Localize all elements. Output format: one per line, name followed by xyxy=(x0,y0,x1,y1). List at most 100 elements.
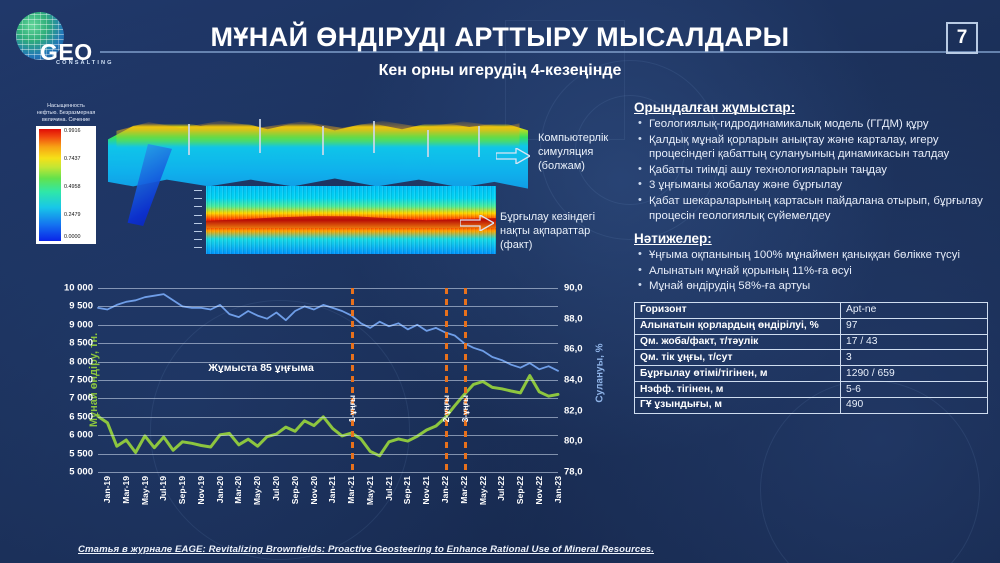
chart-gridline xyxy=(98,306,558,308)
table-row: Алынатын қорлардың өндірілуі, % 97 xyxy=(634,317,988,335)
page-number-badge: 7 xyxy=(946,22,978,54)
colorbar-body: 0.9916 0.7437 0.4958 0.2479 0.0000 xyxy=(36,126,96,245)
chart-x-tick: Sep-19 xyxy=(177,476,188,505)
chart-y-tick: 9 500 xyxy=(69,300,93,312)
chart-y-tick: 5 500 xyxy=(69,448,93,460)
chart-x-tick: Jul-20 xyxy=(270,476,281,501)
works-list-item: Қалдық мұнай қорларын анықтау және карта… xyxy=(634,132,988,162)
well-marker xyxy=(372,121,375,153)
table-row: Бұрғылау өтімі/тігінен, м 1290 / 659 xyxy=(634,365,988,383)
chart-x-tick: May-19 xyxy=(139,476,150,506)
chart-x-tick: Nov-19 xyxy=(195,476,206,505)
table-cell-value: Apt-ne xyxy=(840,301,988,319)
table-row: Qм. жоба/факт, т/тәулік 17 / 43 xyxy=(634,333,988,351)
well-marker xyxy=(427,130,430,158)
page-subtitle: Кен орны игерудің 4-кезеңінде xyxy=(378,62,622,79)
chart-annotation-label: Жұмыста 85 ұңғыма xyxy=(208,361,314,374)
colorbar-tick: 0.0000 xyxy=(64,234,81,241)
works-heading: Орындалған жұмыстар: xyxy=(634,100,796,115)
well-event-label: 2-ұңғы xyxy=(442,394,452,422)
source-footer: Статья в журнале EAGE: Revitalizing Brow… xyxy=(78,544,655,555)
chart-x-tick: Mar-21 xyxy=(346,476,357,504)
chart-x-tick: Jan-23 xyxy=(552,476,563,504)
arrow-right-icon xyxy=(495,146,532,166)
arrow-right-icon xyxy=(459,213,496,233)
chart-y2-tick: 80,0 xyxy=(564,435,583,447)
chart-y2-tick: 86,0 xyxy=(564,343,583,355)
colorbar-caption: Насыщенность нефтью. Безразмерная величи… xyxy=(36,103,96,124)
table-cell-key: Qм. жоба/факт, т/тәулік xyxy=(634,333,841,351)
colorbar-tick: 0.9916 xyxy=(64,128,81,135)
table-row: Нэфф. тігінен, м 5-6 xyxy=(634,381,988,398)
brand-tagline: CONSALTING xyxy=(56,60,114,66)
works-list: Геологиялық-гидродинамикалық модель (ГГД… xyxy=(634,116,988,223)
chart-y-tick: 7 000 xyxy=(69,392,93,404)
well-event-marker xyxy=(351,288,355,472)
chart-x-tick: Nov-22 xyxy=(533,476,544,505)
chart-gridline xyxy=(98,343,558,345)
table-row: ГҰ ұзындығы, м 490 xyxy=(634,396,988,414)
works-list-item: 3 ұңғыманы жобалау және бұрғылау xyxy=(634,177,988,193)
production-watercut-chart: Мұнай өндіру, тн. Сулануы, % Жұмыста 85 … xyxy=(36,280,616,530)
page-title: МҰНАЙ ӨНДІРУДІ АРТТЫРУ МЫСАЛДАРЫ xyxy=(210,22,790,52)
chart-x-tick: Nov-20 xyxy=(308,476,319,505)
table-cell-value: 3 xyxy=(840,349,988,367)
chart-series-oil xyxy=(96,374,560,458)
chart-gridline xyxy=(98,398,558,400)
chart-y-tick: 9 000 xyxy=(69,319,93,331)
chart-gridline xyxy=(98,361,558,363)
chart-gridline xyxy=(98,435,558,437)
table-row: Qм. тік ұңғы, т/сут 3 xyxy=(634,349,988,367)
chart-x-tick: Nov-21 xyxy=(421,476,432,505)
table-cell-key: Нэфф. тігінен, м xyxy=(634,381,841,398)
well-event-label: 1-ұңғы xyxy=(348,394,358,422)
brand-logo: GEO CONSALTING xyxy=(10,12,111,74)
chart-x-tick: Jul-21 xyxy=(383,476,394,501)
drilling-actual-image xyxy=(194,186,496,254)
chart-x-tick: Jul-19 xyxy=(158,476,169,501)
chart-gridline xyxy=(98,380,558,381)
well-event-label: 3-ұңғы xyxy=(461,394,471,422)
chart-gridline xyxy=(98,416,558,418)
chart-x-tick: Mar-19 xyxy=(120,476,131,504)
chart-y-tick: 6 000 xyxy=(69,429,93,441)
well-marker xyxy=(187,123,190,156)
well-marker xyxy=(477,125,480,158)
chart-x-tick: Sep-21 xyxy=(402,476,413,505)
table-cell-value: 1290 / 659 xyxy=(840,365,988,383)
well-marker xyxy=(259,119,262,153)
chart-y2-axis-label: Сулануы, % xyxy=(594,343,606,403)
table-cell-key: ГҰ ұзындығы, м xyxy=(634,396,841,414)
colorbar-tick: 0.7437 xyxy=(64,156,81,163)
chart-y-tick: 8 500 xyxy=(69,337,93,349)
works-list-item: Геологиялық-гидродинамикалық модель (ГГД… xyxy=(634,116,988,132)
table-cell-value: 5-6 xyxy=(840,381,988,398)
table-cell-value: 17 / 43 xyxy=(840,333,988,351)
results-list-item: Алынатын мұнай қорының 11%-ға өсуі xyxy=(634,263,988,279)
chart-y-tick: 8 000 xyxy=(69,356,93,368)
chart-y-tick: 6 500 xyxy=(69,411,93,423)
chart-x-tick: Jul-22 xyxy=(496,476,507,501)
chart-y2-tick: 82,0 xyxy=(564,405,583,417)
table-cell-value: 97 xyxy=(840,317,988,335)
chart-x-tick: Sep-22 xyxy=(515,476,526,505)
well-marker xyxy=(322,125,325,156)
chart-y-tick: 5 000 xyxy=(69,466,93,478)
chart-y2-tick: 78,0 xyxy=(564,466,583,478)
works-list-item: Қабатты тиімді ашу технологияларын таңда… xyxy=(634,162,988,178)
chart-x-tick: Mar-20 xyxy=(233,476,244,504)
table-cell-key: Бұрғылау өтімі/тігінен, м xyxy=(634,365,841,383)
header-divider xyxy=(100,51,1000,53)
saturation-colorbar: Насыщенность нефтью. Безразмерная величи… xyxy=(36,103,96,245)
chart-x-tick: Jan-20 xyxy=(214,476,225,504)
table-cell-key: Алынатын қорлардың өндірілуі, % xyxy=(634,317,841,335)
simulation-annotation: Компьютерлік симуляция (болжам) xyxy=(538,132,609,172)
chart-gridline xyxy=(98,453,558,455)
results-list: Ұңғыма оқпанының 100% мұнаймен қаныққан … xyxy=(634,247,988,294)
seismic-depth-axis xyxy=(184,186,204,254)
results-heading: Нәтижелер: xyxy=(634,231,712,247)
results-list-item: Ұңғыма оқпанының 100% мұнаймен қаныққан … xyxy=(634,247,988,263)
table-cell-key: Qм. тік ұңғы, т/сут xyxy=(634,349,841,367)
results-list-item: Мұнай өндірудің 58%-ға артуы xyxy=(634,278,988,294)
brand-name: GEO xyxy=(40,39,93,65)
